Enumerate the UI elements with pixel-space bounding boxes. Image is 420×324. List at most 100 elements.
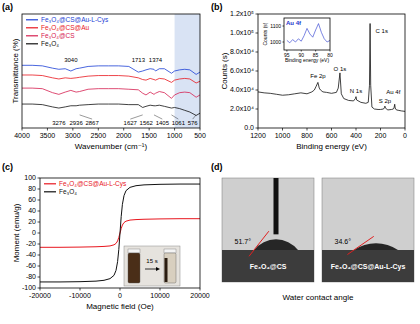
x-tick	[282, 128, 283, 131]
time-label: 15 s	[146, 258, 157, 264]
y-tick-label: -40	[26, 251, 36, 258]
y-tick-label: 1.0x10⁵	[230, 29, 254, 36]
legend-swatch	[44, 191, 56, 192]
legend: Fe₃O₄@CS@Au-L-CysFe₃O₄	[44, 180, 127, 195]
legend-label: Fe₃O₄	[41, 40, 59, 47]
y-tick-label: 20	[28, 218, 36, 225]
y-tick-label: 8.0x10⁴	[230, 48, 254, 55]
peak-label: 3276	[52, 120, 66, 126]
vial-separated	[164, 253, 176, 283]
photo: 34.6°Fe₃O₄@CS@Au-L-Cys	[322, 178, 414, 282]
y-axis-title: Counts (s)	[262, 22, 268, 45]
series-line	[258, 24, 405, 112]
y-tick	[256, 14, 259, 15]
x-tick-label: 20000	[190, 292, 210, 299]
y-tick	[256, 33, 259, 34]
tangent-line	[249, 231, 269, 256]
x-tick	[307, 128, 308, 131]
y-tick-label: -20	[26, 240, 36, 247]
y-tick	[38, 255, 41, 256]
legend: Fe₃O₄@CS@Au-L-CysFe₃O₄@CS@AuFe₃O₄@CSFe₃O…	[26, 16, 109, 47]
inset-title: Au 4f	[286, 20, 302, 26]
needle	[274, 178, 279, 234]
peak-label: 3040	[64, 57, 78, 63]
x-tick-label: 1000	[167, 132, 183, 139]
panel-title: Water contact angle	[283, 293, 354, 302]
x-tick-label: 2500	[90, 132, 106, 139]
plot-background	[284, 18, 330, 50]
leader-line	[154, 115, 162, 119]
x-tick-label: 1500	[141, 132, 157, 139]
plot-frame	[258, 14, 405, 128]
y-tick	[256, 128, 259, 129]
y-tick	[38, 266, 41, 267]
panel-letter: (c)	[2, 162, 13, 172]
y-tick	[38, 233, 41, 234]
y-tick-label: 100	[24, 174, 36, 181]
leader-line	[130, 115, 142, 119]
peak-label: 1627	[124, 120, 138, 126]
chart: 4000350030002500200015001000500Wavenumbe…	[2, 2, 206, 151]
x-tick-label: 0	[403, 132, 407, 139]
series-line	[22, 65, 200, 74]
x-axis-title: Magnetic field (Oe)	[86, 302, 154, 311]
plot-frame	[284, 18, 330, 50]
legend-swatch	[44, 183, 56, 184]
y-tick	[38, 222, 41, 223]
x-tick-label: 3000	[65, 132, 81, 139]
x-tick-label: -20000	[29, 292, 51, 299]
y-axis-title: Counts (s)	[220, 52, 229, 89]
y-tick-label: -60	[26, 262, 36, 269]
figure: 4000350030002500200015001000500Wavenumbe…	[0, 0, 420, 324]
x-tick	[40, 288, 41, 291]
y-tick	[38, 200, 41, 201]
legend-label: Fe₃O₄	[59, 188, 77, 195]
panel-letter: (a)	[2, 2, 13, 12]
legend-swatch	[26, 35, 38, 36]
x-axis-title: Binding energy (eV)	[296, 142, 367, 151]
x-tick	[200, 128, 201, 131]
x-tick	[200, 288, 201, 291]
x-tick	[80, 288, 81, 291]
series-line	[22, 104, 200, 115]
x-tick-label: 10000	[150, 292, 170, 299]
peak-label: 2867	[85, 120, 99, 126]
legend-swatch	[26, 43, 38, 44]
y-tick	[256, 109, 259, 110]
y-tick	[256, 52, 259, 53]
x-tick-label: 200	[375, 132, 387, 139]
x-tick	[149, 128, 150, 131]
x-tick	[123, 128, 124, 131]
y-tick-label: -80	[26, 273, 36, 280]
vial-dispersed	[128, 253, 140, 283]
peak-label: 1405	[156, 120, 170, 126]
y-tick-label: -100	[22, 284, 36, 291]
y-axis-title: Moment (emu/g)	[12, 203, 21, 262]
y-tick	[38, 189, 41, 190]
legend-label: Fe₃O₄@CS@Au-L-Cys	[41, 16, 109, 24]
panel-d: (d)51.7°Fe₃O₄@CS34.6°Fe₃O₄@CS@Au-L-CysWa…	[211, 162, 414, 302]
y-axis-title: Transmittance (%)	[11, 38, 20, 103]
legend-swatch	[26, 27, 38, 28]
peak-label: Fe 2p	[310, 73, 326, 79]
angle-label: 51.7°	[235, 238, 252, 245]
plot-frame	[40, 178, 200, 288]
x-tick	[331, 128, 332, 131]
x-tick	[22, 128, 23, 131]
data-group	[287, 24, 330, 43]
x-tick-label: 3500	[40, 132, 56, 139]
peak-label: 2936	[69, 120, 83, 126]
vial-photo: 15 s	[124, 246, 180, 286]
x-tick	[356, 128, 357, 131]
x-tick	[72, 128, 73, 131]
x-tick	[47, 128, 48, 131]
peak-label: 1713	[132, 57, 146, 63]
y-tick-label: 80	[28, 185, 36, 192]
sample-label: Fe₃O₄@CS	[250, 263, 287, 270]
legend-label: Fe₃O₄@CS@Au	[41, 24, 90, 31]
y-tick-label: 60	[28, 196, 36, 203]
x-tick-label: 500	[194, 132, 206, 139]
angle-label: 34.6°	[335, 238, 352, 245]
y-tick-label: 40	[28, 207, 36, 214]
droplet	[354, 243, 398, 250]
